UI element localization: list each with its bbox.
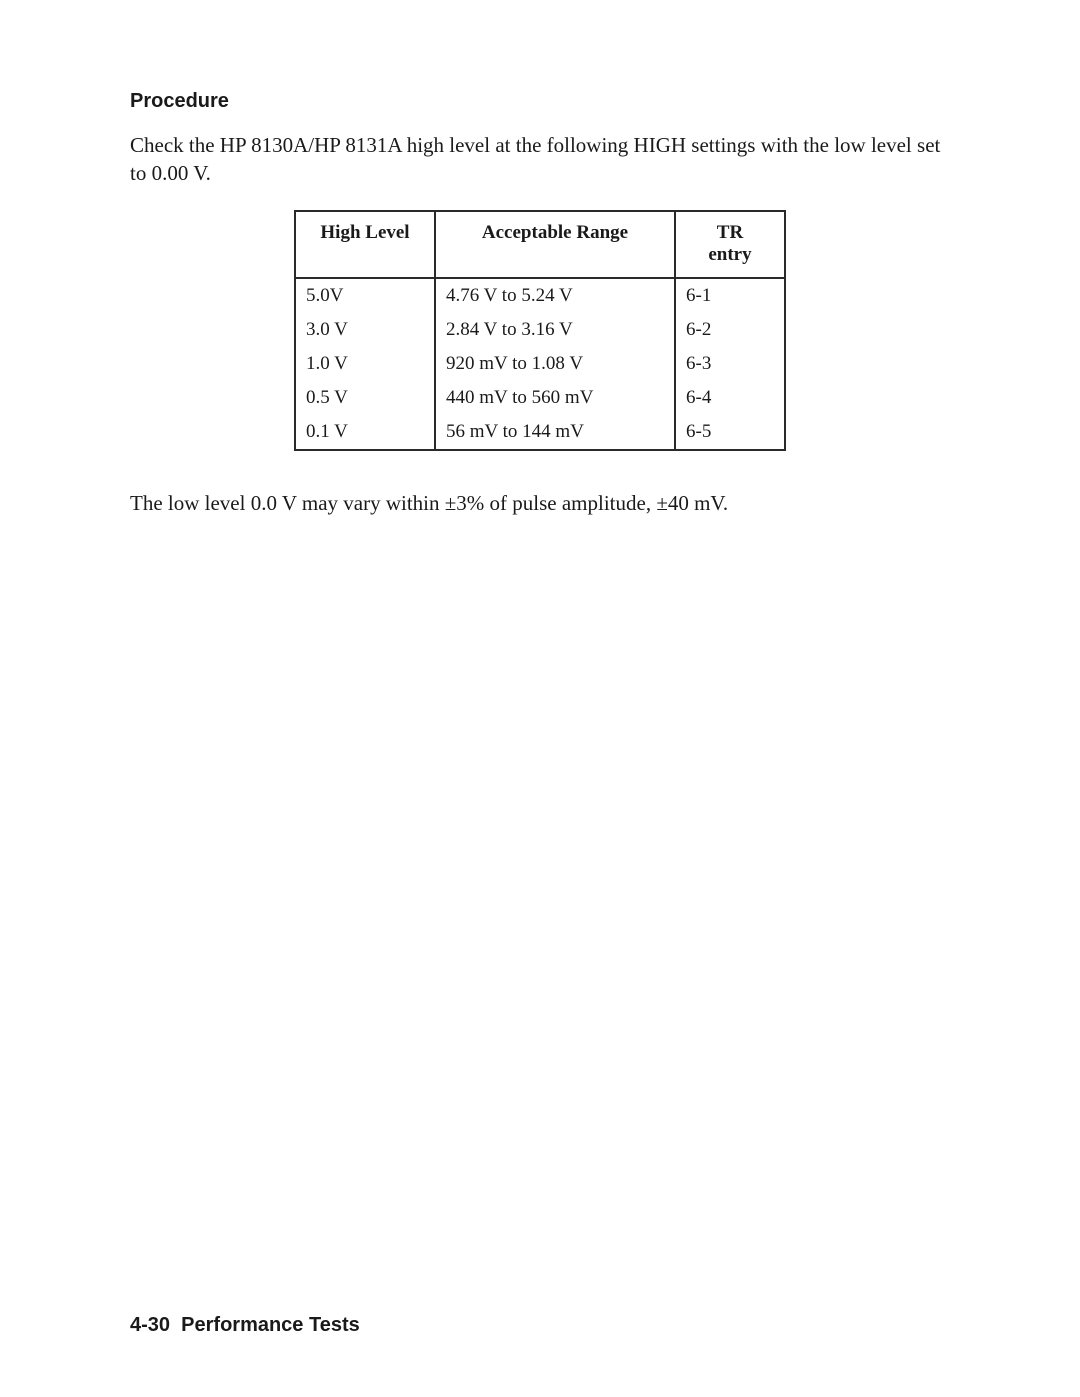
- page-footer: 4-30 Performance Tests: [130, 1314, 360, 1337]
- page-number: 4-30: [130, 1314, 170, 1336]
- cell-high-level: 1.0 V: [295, 347, 435, 381]
- cell-tr-entry: 6-4: [675, 381, 785, 415]
- cell-acceptable-range: 440 mV to 560 mV: [435, 381, 675, 415]
- header-acceptable-range: Acceptable Range: [435, 211, 675, 279]
- cell-tr-entry: 6-5: [675, 415, 785, 450]
- cell-high-level: 3.0 V: [295, 313, 435, 347]
- cell-acceptable-range: 56 mV to 144 mV: [435, 415, 675, 450]
- table-row: 0.5 V 440 mV to 560 mV 6-4: [295, 381, 785, 415]
- header-high-level: High Level: [295, 211, 435, 279]
- high-level-table: High Level Acceptable Range TRentry 5.0V…: [294, 210, 786, 452]
- table-row: 5.0V 4.76 V to 5.24 V 6-1: [295, 278, 785, 313]
- cell-high-level: 0.5 V: [295, 381, 435, 415]
- cell-acceptable-range: 2.84 V to 3.16 V: [435, 313, 675, 347]
- cell-high-level: 0.1 V: [295, 415, 435, 450]
- page: Procedure Check the HP 8130A/HP 8131A hi…: [0, 0, 1080, 1397]
- table-row: 0.1 V 56 mV to 144 mV 6-5: [295, 415, 785, 450]
- cell-tr-entry: 6-2: [675, 313, 785, 347]
- cell-acceptable-range: 4.76 V to 5.24 V: [435, 278, 675, 313]
- section-heading: Procedure: [130, 90, 950, 113]
- header-tr-entry: TRentry: [675, 211, 785, 279]
- table-row: 3.0 V 2.84 V to 3.16 V 6-2: [295, 313, 785, 347]
- table-header-row: High Level Acceptable Range TRentry: [295, 211, 785, 279]
- footer-section-name: Performance Tests: [181, 1314, 360, 1336]
- intro-paragraph: Check the HP 8130A/HP 8131A high level a…: [130, 131, 950, 188]
- cell-tr-entry: 6-1: [675, 278, 785, 313]
- table-row: 1.0 V 920 mV to 1.08 V 6-3: [295, 347, 785, 381]
- table-container: High Level Acceptable Range TRentry 5.0V…: [130, 210, 950, 452]
- tolerance-note: The low level 0.0 V may vary within ±3% …: [130, 491, 950, 516]
- cell-high-level: 5.0V: [295, 278, 435, 313]
- cell-tr-entry: 6-3: [675, 347, 785, 381]
- cell-acceptable-range: 920 mV to 1.08 V: [435, 347, 675, 381]
